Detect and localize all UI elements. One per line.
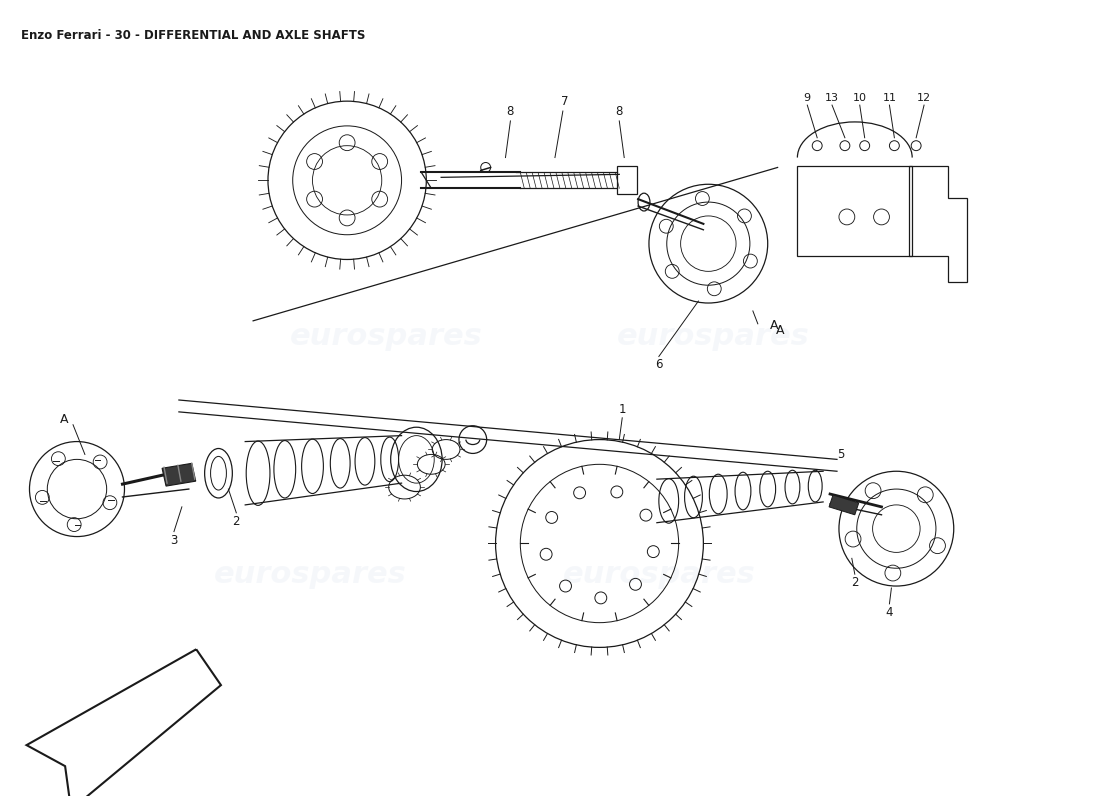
Text: 3: 3 — [170, 534, 177, 546]
Text: 9: 9 — [804, 93, 811, 103]
Text: 5: 5 — [837, 448, 845, 461]
Text: eurospares: eurospares — [290, 322, 483, 351]
Text: 10: 10 — [852, 93, 867, 103]
Text: 2: 2 — [232, 514, 240, 528]
Text: eurospares: eurospares — [617, 322, 810, 351]
Text: eurospares: eurospares — [214, 560, 407, 589]
Text: 4: 4 — [886, 606, 893, 619]
Text: A: A — [770, 319, 778, 332]
Text: 1: 1 — [618, 403, 626, 416]
Text: 13: 13 — [825, 93, 839, 103]
Text: Enzo Ferrari - 30 - DIFFERENTIAL AND AXLE SHAFTS: Enzo Ferrari - 30 - DIFFERENTIAL AND AXL… — [21, 29, 365, 42]
Text: 7: 7 — [561, 95, 569, 108]
Polygon shape — [829, 495, 859, 514]
Text: eurospares: eurospares — [562, 560, 756, 589]
Text: 8: 8 — [507, 105, 514, 118]
Text: 8: 8 — [616, 105, 623, 118]
Text: 2: 2 — [851, 576, 858, 589]
Polygon shape — [162, 463, 196, 486]
Text: 6: 6 — [656, 358, 662, 371]
Text: A: A — [60, 414, 68, 426]
Text: 12: 12 — [917, 93, 931, 103]
Text: A: A — [776, 324, 784, 338]
Text: 11: 11 — [882, 93, 896, 103]
